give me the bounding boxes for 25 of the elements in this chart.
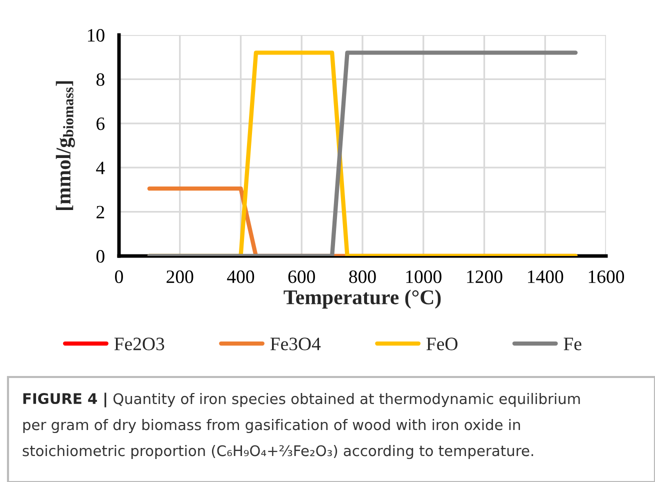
x-tick-label: 1600 [588,270,624,284]
x-tick-label: 0 [115,270,123,284]
legend-label: Fe2O3 [114,338,164,350]
legend-label: Fe3O4 [270,338,321,350]
y-tick-label: 8 [96,73,104,86]
y-tick-label: 0 [96,250,104,263]
text: Quantity of iron species obtained at thermodynamic equilibrium [113,392,580,408]
y-tick-label: 2 [96,206,104,218]
text: stoichiometric proportion (C₆H₉O₄+⅔Fe₂O₃) according to temperature. [22,444,534,460]
y-tick-label: 6 [96,117,105,130]
y-tick-label: 10 [88,29,104,42]
x-axis-title: Temperature (°C) [284,290,441,309]
caption: FIGURE 4 | [23,392,106,408]
x-tick-label: 200 [166,270,194,284]
x-tick-label: 1200 [467,270,502,284]
legend-label: Fe [564,338,582,350]
y-tick-label: 4 [96,162,105,174]
text: per gram of dry biomass from gasification of wood with iron oxide in [23,418,520,434]
x-tick-label: 400 [227,270,254,284]
x-tick-label: 1400 [528,270,564,284]
legend-label: FeO [426,338,458,350]
x-tick-label: 800 [349,270,376,284]
x-tick-label: 1000 [406,270,442,284]
y-axis-title: [mmol/g$_{biomass}$] [56,81,75,210]
x-tick-label: 600 [288,270,315,284]
